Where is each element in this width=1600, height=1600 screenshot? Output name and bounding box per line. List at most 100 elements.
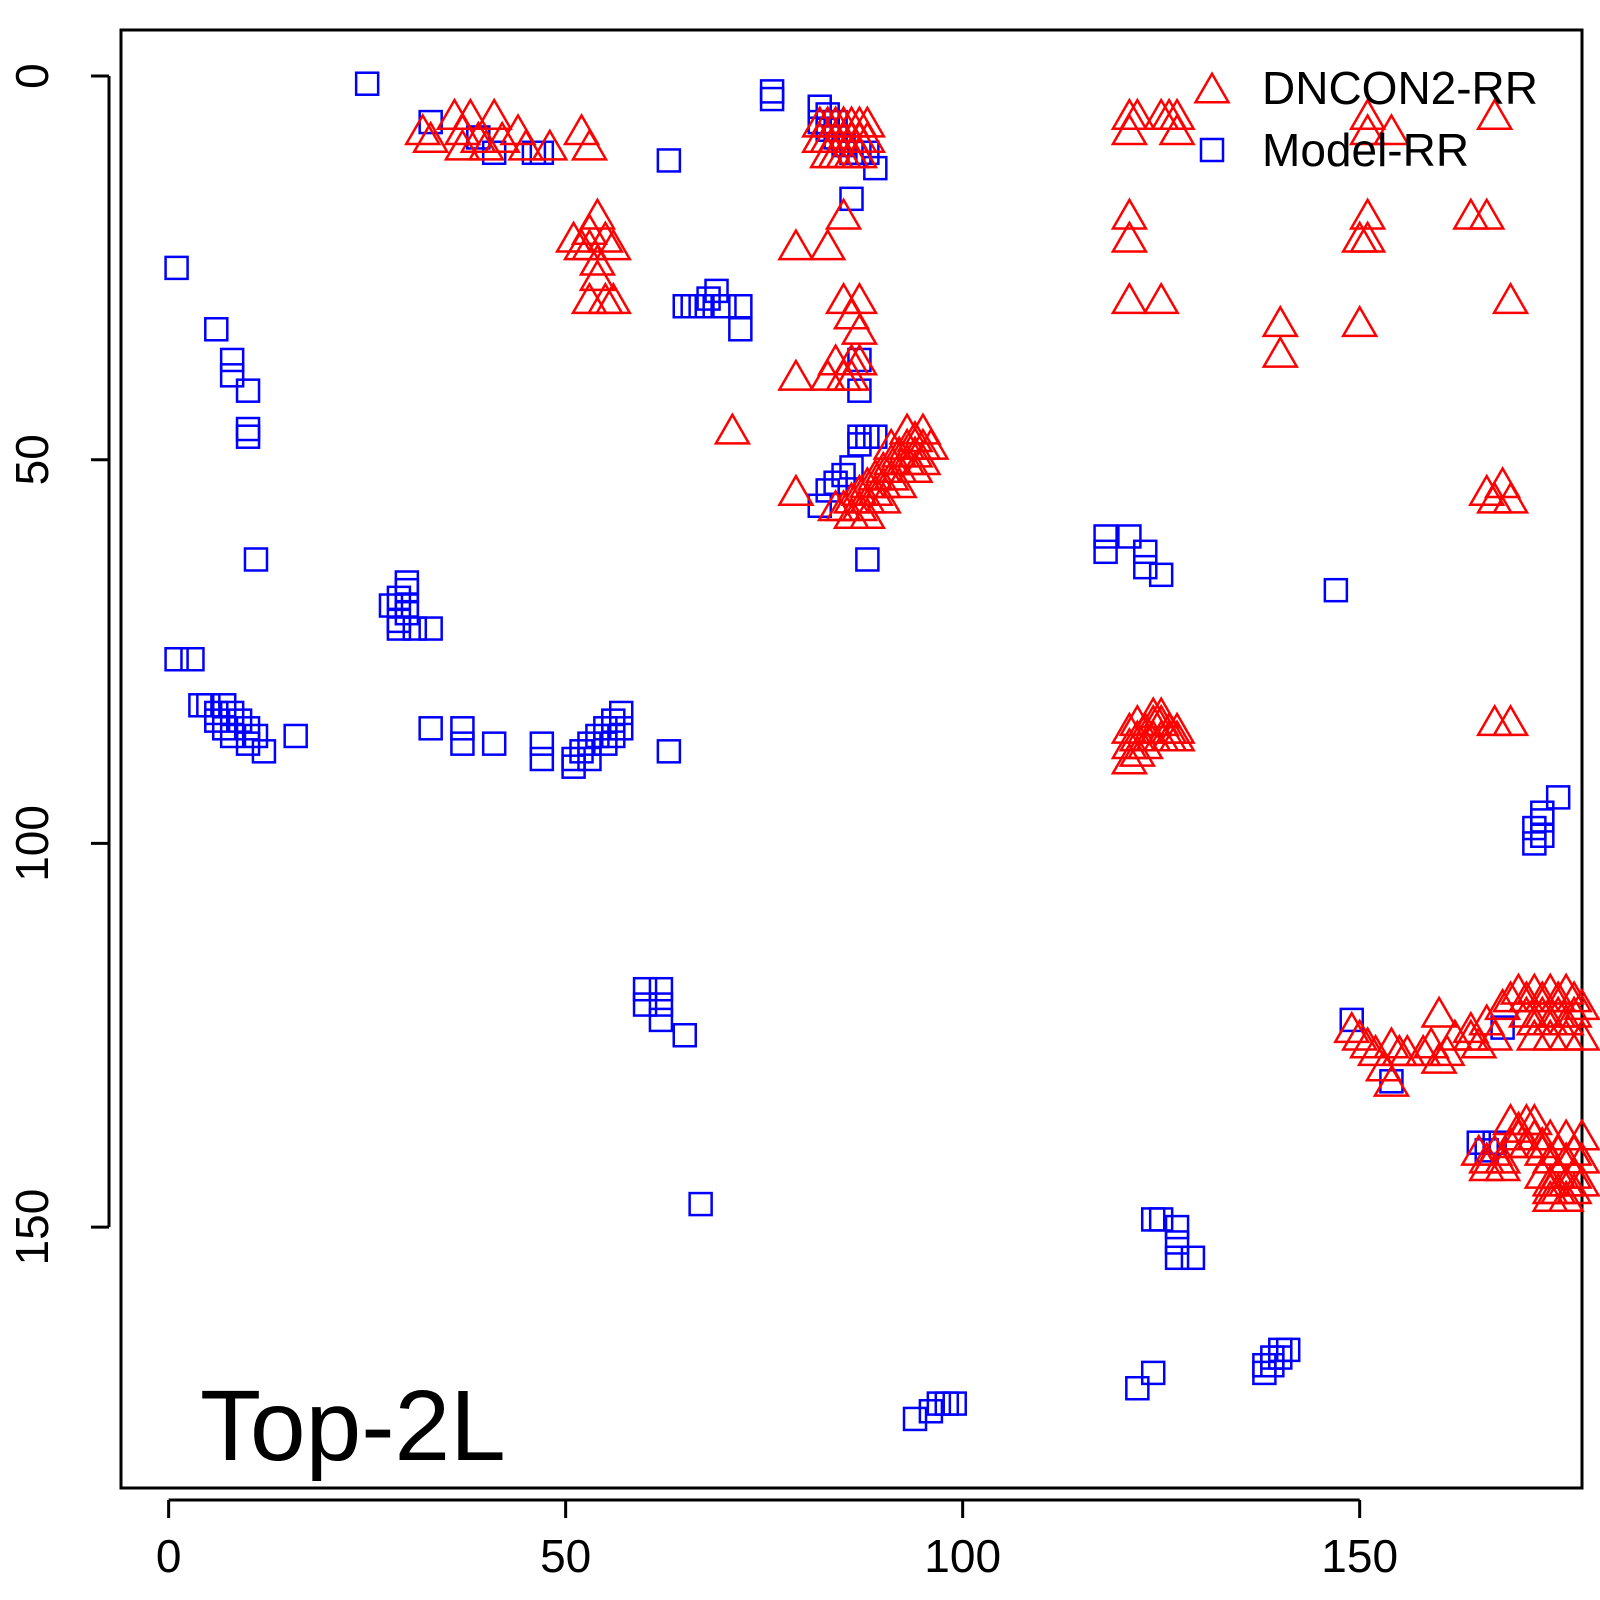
model-rr-point [394,600,420,626]
dncon2-rr-point [467,128,505,161]
model-rr-point [593,731,618,756]
dncon2-rr-point [586,220,625,253]
model-rr-point [1530,823,1555,848]
model-rr-point [1339,1007,1364,1033]
dncon2-rr-point [451,97,490,130]
legend-marker-triangle [1193,71,1231,104]
model-rr-point [1260,1352,1285,1378]
dncon2-rr-point [1372,1026,1411,1059]
dncon2-rr-point [904,412,942,445]
dncon2-rr-point [1452,1010,1490,1044]
model-rr-point [1164,1214,1190,1240]
dncon2-rr-point [594,228,632,261]
dncon2-rr-point [1468,473,1506,506]
legend-label: DNCON2-RR [1262,62,1538,114]
model-rr-point [759,86,785,112]
dncon2-rr-point [1348,1026,1387,1059]
model-rr-point [180,646,205,672]
dncon2-rr-point [443,128,482,161]
model-rr-point [704,278,729,304]
model-rr-point [688,1191,713,1217]
dncon2-rr-point [777,358,815,391]
dncon2-rr-point [1341,1018,1379,1051]
dncon2-rr-point [1372,112,1411,146]
model-rr-point [577,731,602,756]
model-rr-point [1148,1207,1174,1232]
dncon2-rr-point [459,120,497,153]
model-rr-point [839,455,864,480]
dncon2-rr-point [404,112,442,146]
dncon2-rr-point [594,281,632,315]
dncon2-rr-point [1563,1018,1600,1051]
model-rr-point [1252,1360,1277,1386]
model-rr-point [243,723,269,749]
dncon2-rr-point [1531,1171,1569,1205]
model-rr-point [632,992,658,1017]
model-rr-point [1522,815,1547,841]
model-rr-point [712,294,737,319]
model-rr-point [219,723,245,749]
x-tick-label: 0 [156,1530,182,1582]
dncon2-rr-point [1110,281,1149,315]
dncon2-rr-point [1515,1102,1554,1136]
model-rr-point [1180,1245,1206,1271]
plot-annotation: Top-2L [200,1370,506,1482]
model-rr-point [235,731,261,756]
dncon2-rr-point [1126,726,1164,760]
legend: DNCON2-RR Model-RR [1193,62,1538,176]
dncon2-rr-point [554,220,593,253]
model-rr-point [902,1406,928,1432]
x-tick-label: 150 [1321,1530,1398,1582]
model-rr-point [632,976,658,1002]
dncon2-rr-point [1261,335,1299,368]
model-rr-point [1164,1245,1190,1271]
dncon2-rr-point [1110,742,1149,775]
legend-marker-square [1199,137,1225,163]
dncon2-rr-point [1158,97,1196,130]
y-tick-label: 50 [6,434,58,485]
model-rr-point [815,478,840,503]
model-rr-point [1323,577,1349,603]
dncon2-rr-point [1372,1064,1411,1097]
model-rr-point [1133,554,1158,580]
dncon2-rr-point [412,120,450,153]
data-points [164,71,1600,1432]
model-rr-point [354,71,380,96]
model-rr-point [235,378,261,403]
dncon2-rr-point [507,128,545,161]
dncon2-rr-point [1555,980,1593,1013]
dncon2-rr-point [578,258,617,292]
model-rr-point [418,616,443,641]
y-axis: 0 50 100 150 [6,63,111,1265]
dncon2-rr-point [840,135,879,169]
model-rr-point [1164,1230,1190,1255]
model-rr-point [593,716,618,741]
model-rr-point [918,1399,944,1424]
y-tick-label: 0 [6,63,58,89]
model-rr-point [831,462,856,488]
x-tick-label: 50 [540,1530,591,1582]
series-dncon2-rr [404,97,1600,1212]
model-rr-point [219,347,245,373]
model-rr-point [847,347,872,373]
model-rr-point [648,992,674,1017]
dncon2-rr-point [777,473,815,506]
model-rr-point [450,716,475,741]
model-rr-point [585,723,610,749]
model-rr-point [1140,1360,1166,1386]
dncon2-rr-point [1404,1033,1442,1067]
dncon2-rr-point [1348,220,1387,253]
y-tick-label: 100 [6,805,58,882]
model-rr-point [855,547,880,572]
model-rr-point [402,616,428,641]
model-rr-point [529,140,555,166]
dncon2-rr-point [1341,304,1379,338]
model-rr-point [251,739,277,764]
dncon2-rr-point [1547,1118,1585,1151]
model-rr-point [648,1007,674,1033]
dncon2-rr-point [904,442,942,476]
dncon2-rr-point [1420,1041,1458,1074]
dncon2-rr-point [1483,1148,1522,1182]
model-rr-point [243,547,269,572]
